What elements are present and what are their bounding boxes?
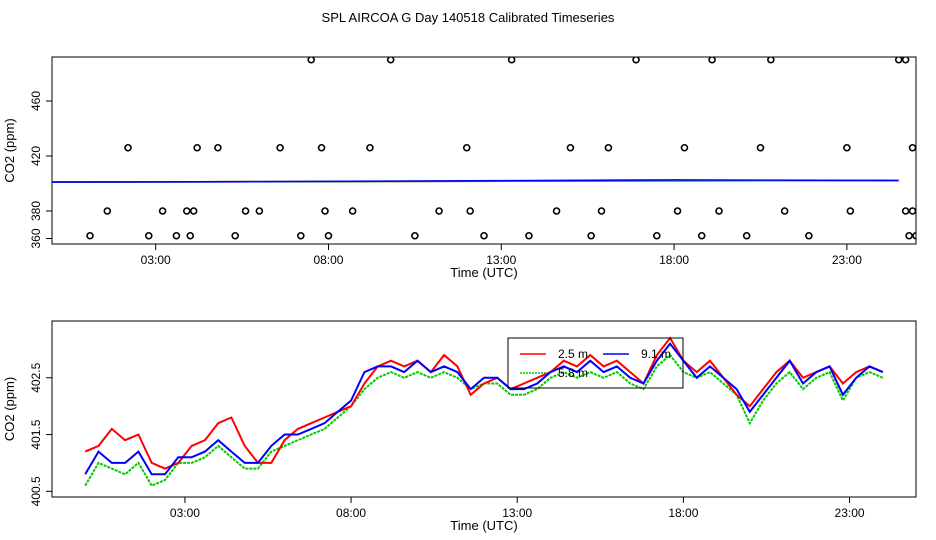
scatter-point <box>632 57 640 64</box>
legend-label: 2.5 m <box>558 347 588 361</box>
x-tick-label: 18:00 <box>659 253 689 267</box>
x-tick-label: 03:00 <box>170 506 200 520</box>
scatter-point <box>742 231 751 240</box>
scatter-point <box>435 207 443 215</box>
y-tick-label: 460 <box>29 91 43 111</box>
y-tick-label: 380 <box>29 201 43 221</box>
scatter-point <box>103 207 112 215</box>
scatter-point <box>805 231 813 240</box>
plot-area <box>52 57 916 240</box>
scatter-point <box>231 231 239 240</box>
scatter-point <box>297 231 305 240</box>
y-tick-label: 401.5 <box>29 419 43 449</box>
scatter-point <box>348 207 357 215</box>
scatter-point <box>172 231 181 240</box>
scatter-point <box>366 143 374 152</box>
scatter-point <box>507 57 516 64</box>
x-axis-label: Time (UTC) <box>450 518 517 533</box>
scatter-point <box>189 207 198 215</box>
scatter-point <box>905 231 913 240</box>
scatter-point <box>552 207 561 215</box>
y-tick-label: 400.5 <box>29 476 43 506</box>
scatter-point <box>780 207 789 215</box>
x-tick-label: 08:00 <box>313 253 343 267</box>
x-axis-label: Time (UTC) <box>450 265 517 280</box>
x-tick-label: 23:00 <box>832 253 862 267</box>
scatter-point <box>680 143 689 152</box>
y-tick-label: 420 <box>29 146 43 166</box>
scatter-point <box>587 231 595 240</box>
x-tick-label: 18:00 <box>668 506 698 520</box>
scatter-point <box>673 207 682 215</box>
scatter-point <box>241 207 250 215</box>
y-tick-label: 402.5 <box>29 362 43 392</box>
scatter-point <box>186 231 195 240</box>
scatter-point <box>158 207 167 215</box>
scatter-point <box>652 231 661 240</box>
scatter-point <box>697 231 706 240</box>
scatter-point <box>182 207 191 215</box>
legend: 2.5 m 9.1 m 5.8 m <box>507 337 684 389</box>
scatter-point <box>767 57 775 64</box>
scatter-point <box>901 207 910 215</box>
scatter-point <box>86 231 94 240</box>
scatter-point <box>321 207 329 215</box>
scatter-point <box>908 207 916 215</box>
legend-label: 5.8 m <box>558 366 588 380</box>
panel-top: 03:00 08:00 13:00 18:00 23:00 360 380 420 460 Tim… <box>2 56 917 280</box>
series-line-91m <box>84 342 884 476</box>
legend-label: 9.1 m <box>641 347 671 361</box>
x-tick-label: 03:00 <box>141 253 171 267</box>
scatter-point <box>715 207 723 215</box>
scatter-point <box>908 143 916 152</box>
scatter-point <box>756 143 765 152</box>
x-tick-label: 23:00 <box>835 506 865 520</box>
scatter-point <box>525 231 533 240</box>
y-axis-label: CO2 (ppm) <box>2 377 17 441</box>
figure-title: SPL AIRCOA G Day 140518 Calibrated Times… <box>322 10 615 25</box>
plot-area <box>84 336 884 487</box>
scatter-point <box>466 207 474 215</box>
scatter-point <box>124 143 132 152</box>
legend-box <box>507 337 684 389</box>
x-tick-label: 08:00 <box>336 506 366 520</box>
series-line-25m <box>84 336 884 470</box>
scatter-point <box>324 231 333 240</box>
scatter-point <box>386 57 395 64</box>
scatter-point <box>901 57 910 64</box>
scatter-point <box>597 207 606 215</box>
scatter-point <box>566 143 575 152</box>
scatter-point <box>480 231 488 240</box>
series-line-91m <box>52 179 899 183</box>
scatter-point <box>193 143 201 152</box>
scatter-point <box>843 143 851 152</box>
scatter-point <box>912 231 916 240</box>
scatter-point <box>411 231 419 240</box>
scatter-point <box>604 143 613 152</box>
scatter-point <box>307 57 315 64</box>
scatter-point <box>462 143 471 152</box>
scatter-point <box>255 207 264 215</box>
x-tick-label: 13:00 <box>502 506 532 520</box>
panel-bottom: 03:00 08:00 13:00 18:00 23:00 400.5 401.5 402.5… <box>2 320 917 533</box>
scatter-point <box>317 143 326 152</box>
y-tick-label: 360 <box>29 228 43 248</box>
scatter-point <box>894 57 903 64</box>
y-axis-label: CO2 (ppm) <box>2 118 17 182</box>
plot-frame <box>51 56 917 245</box>
plot-frame <box>51 320 917 498</box>
scatter-point <box>144 231 153 240</box>
scatter-point <box>846 207 855 215</box>
scatter-point <box>214 143 222 152</box>
x-tick-label: 13:00 <box>486 253 516 267</box>
scatter-point <box>708 57 716 64</box>
scatter-point <box>276 143 284 152</box>
